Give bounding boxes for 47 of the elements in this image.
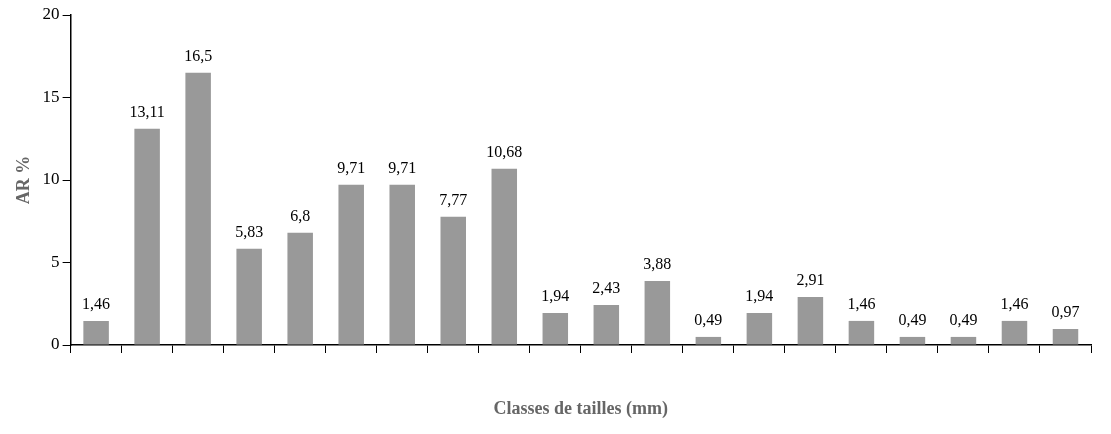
data-label: 6,8 xyxy=(290,207,311,224)
bar xyxy=(644,280,671,345)
bar xyxy=(593,304,620,345)
data-label: 1,46 xyxy=(1000,295,1029,313)
y-tick-label: 20 xyxy=(42,4,60,24)
bar xyxy=(746,312,773,345)
data-label: 9,71 xyxy=(388,158,417,176)
data-label: 16,5 xyxy=(184,46,213,64)
y-tick-label: 0 xyxy=(51,334,60,354)
bar xyxy=(1052,329,1079,345)
x-axis-title: Classes de tailles (mm) xyxy=(493,397,669,419)
data-label: 2,91 xyxy=(796,271,825,289)
bar xyxy=(695,336,722,345)
y-tick-label: 5 xyxy=(51,251,60,271)
bar xyxy=(440,216,467,345)
bar xyxy=(797,296,824,345)
bar xyxy=(134,128,160,345)
data-label: 5,83 xyxy=(235,223,264,241)
bar xyxy=(848,320,875,345)
bar xyxy=(83,320,109,345)
bar xyxy=(542,312,569,345)
bar xyxy=(287,232,313,345)
data-label: 1,46 xyxy=(82,295,111,313)
data-label: 0,49 xyxy=(898,311,927,329)
data-label: 9,71 xyxy=(337,158,366,176)
data-label: 0,97 xyxy=(1051,303,1080,321)
data-label: 0,49 xyxy=(694,311,723,329)
bar xyxy=(899,336,926,345)
data-label: 1,46 xyxy=(847,295,876,313)
data-label: 13,11 xyxy=(129,102,165,120)
bar xyxy=(236,248,262,345)
data-label: 7,77 xyxy=(439,191,468,208)
data-label: 0,49 xyxy=(949,311,978,329)
y-axis-title: AR % xyxy=(13,155,34,205)
data-label: 2,43 xyxy=(592,279,621,297)
bar xyxy=(338,184,364,345)
y-tick-label: 10 xyxy=(42,169,60,189)
bar xyxy=(491,168,518,345)
y-tick-label: 15 xyxy=(42,86,60,106)
bar xyxy=(950,336,977,345)
data-label: 1,94 xyxy=(745,287,774,305)
data-label: 3,88 xyxy=(643,255,672,273)
data-label: 1,94 xyxy=(541,287,570,305)
bar xyxy=(389,184,415,345)
bar xyxy=(1001,320,1028,345)
data-label: 10,68 xyxy=(486,142,523,160)
bar xyxy=(185,72,211,345)
